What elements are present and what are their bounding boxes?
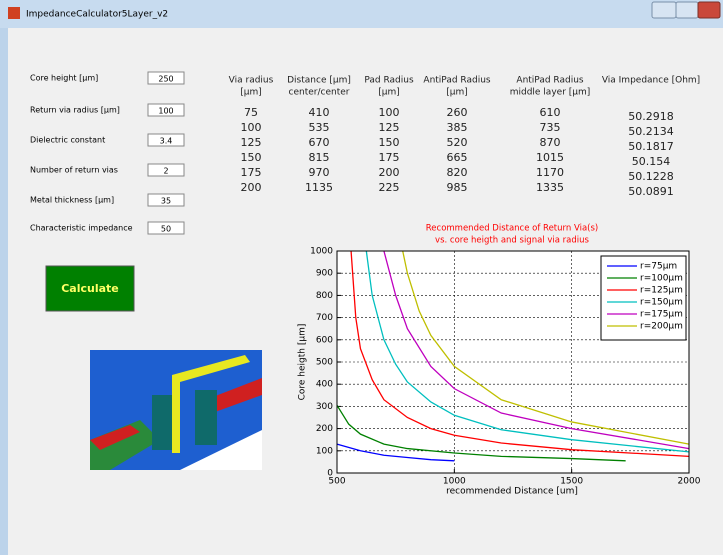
table-cell: 150 — [241, 151, 262, 164]
table-cell: 50.2134 — [628, 125, 674, 138]
table-cell: 410 — [309, 106, 330, 119]
table-cell: 50.2918 — [628, 110, 674, 123]
input-value: 3.4 — [160, 137, 173, 146]
image-signal-via — [172, 375, 180, 453]
table-cell: 520 — [447, 136, 468, 149]
input-label: Core height [µm] — [30, 74, 98, 83]
x-tick-label: 1000 — [443, 477, 466, 487]
table-cell: 50.154 — [632, 155, 671, 168]
model-image — [90, 350, 262, 470]
x-axis-label: recommended Distance [um] — [446, 487, 578, 497]
app-icon — [8, 7, 20, 19]
table-cell: 175 — [241, 166, 262, 179]
legend-label: r=125µm — [640, 286, 683, 296]
table-cell: 610 — [540, 106, 561, 119]
y-tick-label: 400 — [316, 380, 333, 390]
window-title: ImpedanceCalculator5Layer_v2 — [26, 10, 168, 20]
table-cell: 50.0891 — [628, 185, 674, 198]
table-cell: 200 — [379, 166, 400, 179]
table-header: Pad Radius — [364, 76, 414, 86]
input-value: 2 — [163, 167, 168, 176]
y-tick-label: 900 — [316, 269, 333, 279]
page: ImpedanceCalculator5Layer_v2 Core height… — [0, 0, 723, 555]
input-label: Return via radius [µm] — [30, 106, 120, 115]
table-cell: 175 — [379, 151, 400, 164]
y-tick-label: 800 — [316, 291, 333, 301]
input-value: 50 — [161, 225, 171, 234]
y-tick-label: 700 — [316, 313, 333, 323]
table-cell: 670 — [309, 136, 330, 149]
y-tick-label: 500 — [316, 358, 333, 368]
table-cell: 225 — [379, 181, 400, 194]
table-cell: 820 — [447, 166, 468, 179]
y-tick-label: 600 — [316, 335, 333, 345]
y-tick-label: 0 — [327, 469, 333, 479]
table-cell: 125 — [379, 121, 400, 134]
table-cell: 735 — [540, 121, 561, 134]
table-cell: 260 — [447, 106, 468, 119]
table-cell: 200 — [241, 181, 262, 194]
table-cell: 100 — [241, 121, 262, 134]
y-tick-label: 100 — [316, 446, 333, 456]
input-value: 250 — [158, 75, 173, 84]
chart-title: Recommended Distance of Return Via(s) — [426, 224, 598, 234]
chart-title: vs. core heigth and signal via radius — [435, 236, 589, 246]
close-button[interactable] — [698, 2, 720, 18]
window: ImpedanceCalculator5Layer_v2 Core height… — [0, 0, 723, 555]
table-cell: 815 — [309, 151, 330, 164]
legend-label: r=150µm — [640, 298, 683, 308]
table-cell: 665 — [447, 151, 468, 164]
calculate-label: Calculate — [61, 282, 119, 295]
input-value: 100 — [158, 107, 173, 116]
table-cell: 1335 — [536, 181, 564, 194]
table-header: Via radius — [229, 76, 274, 86]
table-cell: 75 — [244, 106, 258, 119]
table-header: AntiPad Radius — [423, 76, 490, 86]
input-label: Number of return vias — [30, 166, 118, 175]
legend-label: r=175µm — [640, 310, 683, 320]
table-cell: 535 — [309, 121, 330, 134]
table-cell: 50.1228 — [628, 170, 674, 183]
x-tick-label: 2000 — [678, 477, 701, 487]
table-cell: 985 — [447, 181, 468, 194]
table-header: [µm] — [378, 88, 400, 98]
input-value: 35 — [161, 197, 171, 206]
x-tick-label: 1500 — [560, 477, 583, 487]
table-cell: 125 — [241, 136, 262, 149]
table-header: [µm] — [446, 88, 468, 98]
legend-label: r=200µm — [640, 322, 683, 332]
y-tick-label: 300 — [316, 402, 333, 412]
input-label: Metal thickness [µm] — [30, 196, 114, 205]
table-header: middle layer [µm] — [510, 88, 591, 98]
image-via — [152, 395, 174, 450]
table-cell: 150 — [379, 136, 400, 149]
legend-label: r=100µm — [640, 274, 683, 284]
image-via — [195, 390, 217, 445]
table-cell: 50.1817 — [628, 140, 674, 153]
table-cell: 385 — [447, 121, 468, 134]
table-header: [µm] — [240, 88, 262, 98]
table-cell: 970 — [309, 166, 330, 179]
table-cell: 1135 — [305, 181, 333, 194]
input-label: Characteristic impedance — [30, 224, 133, 233]
table-header: AntiPad Radius — [516, 76, 583, 86]
table-cell: 100 — [379, 106, 400, 119]
maximize-button[interactable] — [676, 2, 698, 18]
minimize-button[interactable] — [652, 2, 676, 18]
y-tick-label: 1000 — [310, 247, 333, 257]
table-header: center/center — [289, 88, 350, 98]
table-header: Via Impedance [Ohm] — [602, 76, 700, 86]
y-tick-label: 200 — [316, 424, 333, 434]
legend-label: r=75µm — [640, 262, 677, 272]
table-cell: 1170 — [536, 166, 564, 179]
y-axis-label: Core heigth [µm] — [298, 324, 308, 401]
input-label: Dielectric constant — [30, 136, 105, 145]
table-cell: 1015 — [536, 151, 564, 164]
table-cell: 870 — [540, 136, 561, 149]
table-header: Distance [µm] — [287, 76, 351, 86]
